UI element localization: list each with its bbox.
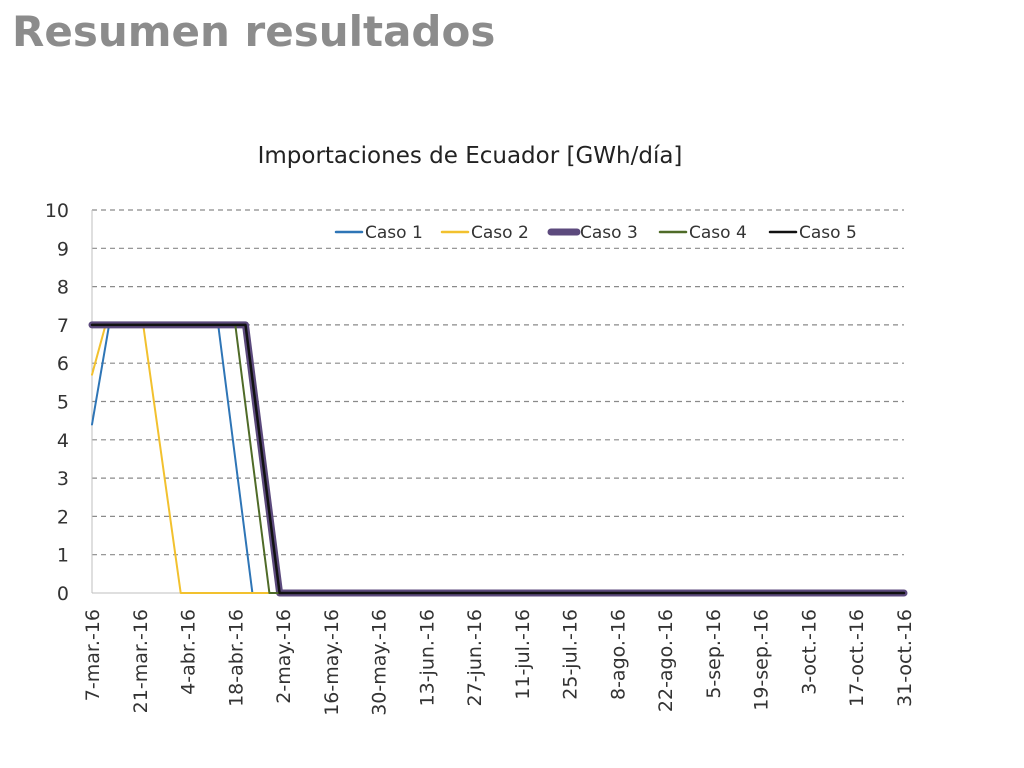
- x-tick-label: 2-may.-16: [273, 609, 295, 704]
- y-tick-label: 9: [57, 238, 69, 260]
- legend-label-5: Caso 5: [799, 223, 857, 243]
- series-line-2: [91, 323, 905, 594]
- x-tick-label: 31-oct.-16: [894, 609, 916, 707]
- x-tick-label: 18-abr.-16: [225, 609, 247, 707]
- x-tick-label: 27-jun.-16: [464, 609, 486, 706]
- y-tick-label: 10: [45, 200, 69, 222]
- y-tick-label: 7: [57, 315, 69, 337]
- x-tick-label: 16-may.-16: [321, 609, 343, 716]
- y-tick-label: 1: [57, 545, 69, 567]
- x-tick-label: 3-oct.-16: [798, 609, 820, 695]
- chart-title: Importaciones de Ecuador [GWh/día]: [258, 143, 683, 169]
- x-tick-label: 4-abr.-16: [178, 609, 200, 695]
- series-line-3: [88, 321, 908, 597]
- y-tick-label: 3: [57, 468, 69, 490]
- legend-label-1: Caso 1: [365, 223, 423, 243]
- series-lines: [88, 321, 908, 597]
- y-tick-label: 8: [57, 277, 69, 299]
- y-tick-label: 0: [57, 583, 69, 605]
- x-tick-label: 17-oct.-16: [846, 609, 868, 707]
- x-tick-label: 5-sep.-16: [703, 609, 725, 699]
- x-tick-label: 21-mar.-16: [130, 609, 152, 713]
- series-line-1: [91, 323, 905, 594]
- x-tick-label: 13-jun.-16: [416, 609, 438, 706]
- x-tick-label: 7-mar.-16: [82, 609, 104, 701]
- legend-label-3: Caso 3: [580, 223, 638, 243]
- series-line-4: [91, 323, 905, 594]
- y-tick-label: 6: [57, 353, 69, 375]
- x-tick-label: 19-sep.-16: [751, 609, 773, 711]
- legend: Caso 1 Caso 2 Caso 3 Caso 4 Caso 5: [334, 223, 857, 243]
- y-axis-ticks: 0 1 2 3 4 5 6 7 8 9 10: [45, 200, 69, 605]
- slide-title: Resumen resultados: [12, 7, 496, 56]
- x-tick-label: 25-jul.-16: [560, 609, 582, 700]
- y-tick-label: 4: [57, 430, 69, 452]
- x-tick-label: 30-may.-16: [369, 609, 391, 716]
- legend-label-4: Caso 4: [689, 223, 747, 243]
- y-tick-label: 5: [57, 392, 69, 414]
- legend-label-2: Caso 2: [471, 223, 529, 243]
- x-tick-label: 8-ago.-16: [607, 609, 629, 700]
- series-line-5: [90, 323, 906, 595]
- x-tick-label: 22-ago.-16: [655, 609, 677, 712]
- x-tick-label: 11-jul.-16: [512, 609, 534, 700]
- y-tick-label: 2: [57, 506, 69, 528]
- gridlines: [91, 209, 904, 594]
- x-axis-ticks: 7-mar.-16 21-mar.-16 4-abr.-16 18-abr.-16 2-…: [82, 609, 916, 716]
